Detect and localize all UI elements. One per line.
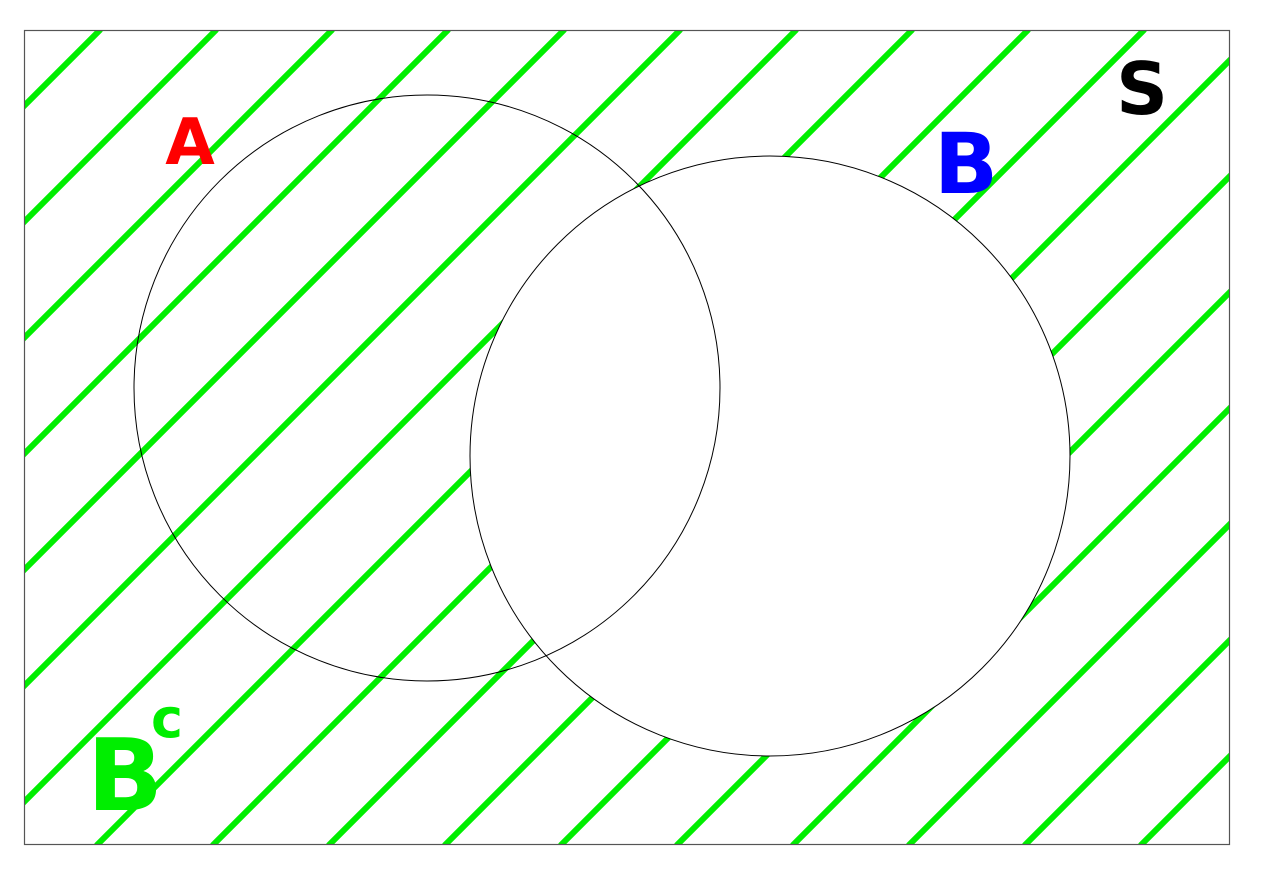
hatch-line (24, 30, 799, 845)
hatch-line (24, 30, 335, 845)
hatch-line (210, 30, 1031, 845)
b-complement-label: B c (87, 687, 183, 834)
hatch-line (24, 30, 103, 845)
hatch-line (24, 30, 219, 845)
hatch-line (1022, 30, 1230, 845)
hatch-line (906, 30, 1230, 845)
set-a-circle (133, 94, 721, 682)
hatch-line (24, 30, 567, 845)
set-b-circle (469, 155, 1071, 757)
set-b-label: B (934, 115, 998, 213)
universal-set-label: S (1116, 47, 1168, 131)
hatch-line (94, 30, 915, 845)
hatch-line (1257, 30, 1263, 845)
hatch-line (442, 30, 1230, 845)
set-a-label: A (165, 106, 215, 180)
b-complement-base: B (87, 717, 163, 834)
hatch-line (24, 30, 451, 845)
universal-set-frame (23, 29, 1231, 846)
b-complement-superscript: c (151, 687, 183, 750)
hatch-line (326, 30, 1147, 845)
hatch-line (24, 30, 683, 845)
